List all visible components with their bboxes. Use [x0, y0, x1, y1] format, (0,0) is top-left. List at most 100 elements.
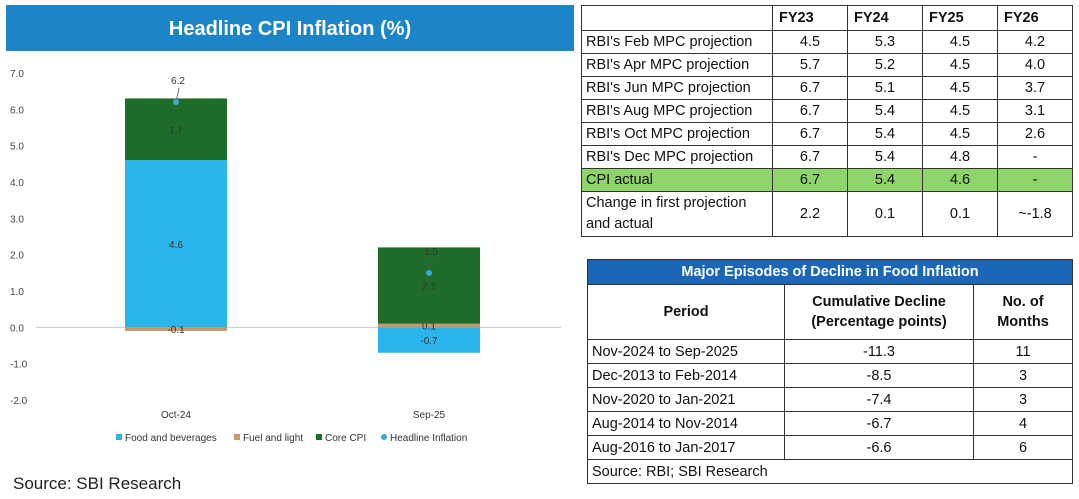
value-cell: 6.7	[772, 122, 848, 146]
projection-row: CPI actual 6.7 5.4 4.6-	[581, 168, 1073, 192]
bar-segment-core-cpi	[378, 247, 480, 324]
row-label: RBI's Dec MPC projection	[581, 145, 773, 169]
food-row: Nov-2020 to Jan-2021 -7.4 3	[587, 387, 1073, 412]
projection-row: RBI's Apr MPC projection 5.7 5.2 4.5 4.0	[581, 53, 1073, 77]
y-tick-label: 1.0	[10, 287, 24, 298]
chart-title: Headline CPI Inflation (%)	[6, 5, 574, 51]
data-label: -0.7	[420, 336, 438, 347]
value-cell: 6.7	[772, 145, 848, 169]
food-table-title: Major Episodes of Decline in Food Inflat…	[587, 259, 1073, 285]
value-cell: 5.3	[847, 30, 923, 54]
row-label: Change in first projection and actual	[581, 191, 773, 237]
projection-row: RBI's Oct MPC projection 6.7 5.4 4.5 2.6	[581, 122, 1073, 146]
value-cell: 6.7	[772, 168, 848, 192]
y-tick-label: 3.0	[10, 214, 24, 225]
header-cell: FY25	[922, 5, 998, 31]
row-label: CPI actual	[581, 168, 773, 192]
value-cell: 3.7	[997, 76, 1073, 100]
value-cell: 5.4	[847, 99, 923, 123]
value-cell: 4.5	[922, 99, 998, 123]
projection-row: RBI's Feb MPC projection 4.5 5.3 4.5 4.2	[581, 30, 1073, 54]
period-cell: Nov-2020 to Jan-2021	[587, 387, 785, 412]
value-cell: 0.1	[847, 191, 923, 237]
food-table-title-row: Major Episodes of Decline in Food Inflat…	[587, 259, 1073, 285]
value-cell: 0.1	[922, 191, 998, 237]
projection-row: RBI's Aug MPC projection 6.7 5.4 4.5 3.1	[581, 99, 1073, 123]
decline-cell: -6.6	[784, 435, 974, 460]
period-cell: Dec-2013 to Feb-2014	[587, 363, 785, 388]
y-tick-label: 4.0	[10, 178, 24, 189]
decline-cell: -11.3	[784, 339, 974, 364]
legend-swatch	[234, 434, 240, 440]
months-cell: 11	[973, 339, 1073, 364]
food-table-header-row: Period Cumulative Decline (Percentage po…	[587, 284, 1073, 340]
bar-segment-food-and-beverages	[125, 160, 227, 328]
value-cell: 6.7	[772, 76, 848, 100]
bar-segment-fuel-and-light	[125, 327, 227, 331]
data-label: 1.7	[169, 125, 183, 136]
chart-source: Source: SBI Research	[13, 474, 182, 493]
value-cell: 5.4	[847, 145, 923, 169]
projection-row: RBI's Jun MPC projection 6.7 5.1 4.5 3.7	[581, 76, 1073, 100]
value-cell: 6.7	[772, 99, 848, 123]
row-label: RBI's Apr MPC projection	[581, 53, 773, 77]
x-category-label: Sep-25	[413, 410, 446, 421]
row-label: RBI's Jun MPC projection	[581, 76, 773, 100]
value-cell: 5.7	[772, 53, 848, 77]
header-cell: Cumulative Decline (Percentage points)	[784, 284, 974, 340]
period-cell: Aug-2014 to Nov-2014	[587, 411, 785, 436]
value-cell: 2.2	[772, 191, 848, 237]
period-cell: Aug-2016 to Jan-2017	[587, 435, 785, 460]
x-category-label: Oct-24	[161, 410, 191, 421]
projection-table: FY23 FY24 FY25 FY26 RBI's Feb MPC projec…	[581, 5, 1073, 237]
value-cell: 4.2	[997, 30, 1073, 54]
row-label: RBI's Feb MPC projection	[581, 30, 773, 54]
legend-label: Fuel and light	[243, 433, 303, 444]
header-cell	[581, 5, 773, 31]
data-label: 4.6	[169, 240, 183, 251]
header-cell: FY24	[847, 5, 923, 31]
value-cell: 4.6	[922, 168, 998, 192]
y-tick-label: 6.0	[10, 105, 24, 116]
value-cell: 4.5	[922, 76, 998, 100]
chart-panel: Headline CPI Inflation (%) 7.0 6.0 5.0 4.0 3…	[6, 5, 574, 463]
decline-cell: -7.4	[784, 387, 974, 412]
legend-swatch	[316, 434, 322, 440]
value-cell: -	[997, 145, 1073, 169]
row-label: RBI's Oct MPC projection	[581, 122, 773, 146]
headline-inflation-point	[173, 99, 179, 106]
decline-cell: -6.7	[784, 411, 974, 436]
period-cell: Nov-2024 to Sep-2025	[587, 339, 785, 364]
y-tick-label: 7.0	[10, 69, 24, 80]
value-cell: 5.4	[847, 168, 923, 192]
projection-header-row: FY23 FY24 FY25 FY26	[581, 5, 1073, 31]
food-source-row: Source: RBI; SBI Research	[587, 459, 1073, 484]
y-tick-label: -1.0	[10, 360, 28, 371]
row-label: RBI's Aug MPC projection	[581, 99, 773, 123]
value-cell: -	[997, 168, 1073, 192]
data-label: 2.1	[422, 282, 436, 293]
headline-label: 1.5	[424, 247, 438, 258]
value-cell: 3.1	[997, 99, 1073, 123]
projection-row: Change in first projection and actual 2.2…	[581, 191, 1073, 237]
months-cell: 4	[973, 411, 1073, 436]
value-cell: 4.5	[772, 30, 848, 54]
value-cell: 2.6	[997, 122, 1073, 146]
headline-inflation-point	[426, 269, 432, 276]
data-label: -0.1	[167, 325, 185, 336]
y-tick-label: 2.0	[10, 251, 24, 262]
value-cell: 5.4	[847, 122, 923, 146]
value-cell: 4.5	[922, 122, 998, 146]
y-tick-label: -2.0	[10, 396, 28, 407]
projection-row: RBI's Dec MPC projection 6.7 5.4 4.8-	[581, 145, 1073, 169]
bar-segment-fuel-and-light	[378, 323, 480, 328]
data-label: 0.1	[422, 322, 436, 333]
stacked-bar-chart: 7.0 6.0 5.0 4.0 3.0 2.0 1.0 0.0 -1.0 -2.0 4.6 -0.1 1…	[10, 69, 561, 444]
value-cell: 4.5	[922, 53, 998, 77]
food-row: Dec-2013 to Feb-2014 -8.5 3	[587, 363, 1073, 388]
legend-swatch	[116, 434, 122, 440]
legend-label: Core CPI	[325, 433, 366, 444]
value-cell: 4.0	[997, 53, 1073, 77]
months-cell: 3	[973, 387, 1073, 412]
months-cell: 6	[973, 435, 1073, 460]
